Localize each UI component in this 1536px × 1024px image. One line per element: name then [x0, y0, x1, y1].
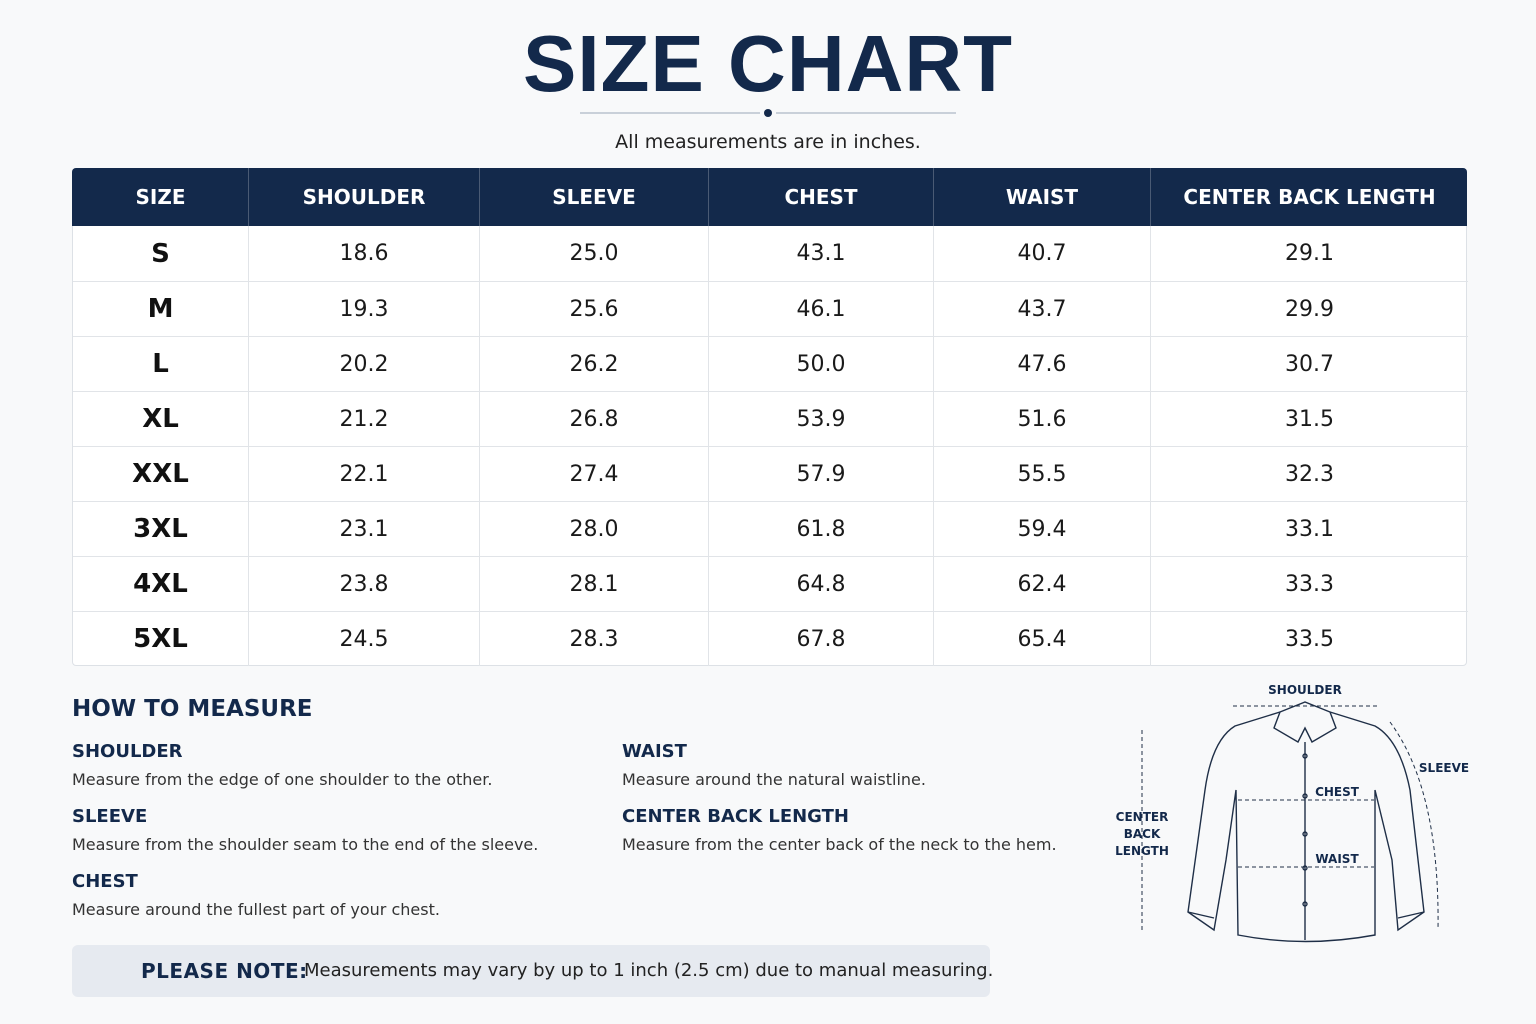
value-cell: 46.1: [708, 281, 933, 336]
section-title: HOW TO MEASURE: [72, 696, 313, 722]
value-cell: 28.3: [479, 611, 708, 666]
value-cell: 20.2: [248, 336, 479, 391]
size-cell: L: [73, 336, 248, 391]
value-cell: 30.7: [1150, 336, 1468, 391]
item-name: CENTER BACK LENGTH: [622, 806, 849, 827]
size-cell: 4XL: [73, 556, 248, 611]
diagram-label: SLEEVE: [1419, 761, 1469, 775]
title: SIZE CHART: [523, 19, 1013, 108]
size-cell: XL: [73, 391, 248, 446]
value-cell: 19.3: [248, 281, 479, 336]
item-text: Measure from the shoulder seam to the en…: [72, 835, 539, 854]
value-cell: 21.2: [248, 391, 479, 446]
value-cell: 25.0: [479, 226, 708, 281]
item-name: SLEEVE: [72, 806, 148, 827]
shirt-diagram: [1187, 701, 1425, 943]
value-cell: 33.3: [1150, 556, 1468, 611]
header-cell: CENTER BACK LENGTH: [1150, 168, 1468, 226]
value-cell: 57.9: [708, 446, 933, 501]
value-cell: 28.0: [479, 501, 708, 556]
measure-lines: [1141, 705, 1439, 932]
item-text: Measure around the natural waistline.: [622, 770, 926, 789]
value-cell: 22.1: [248, 446, 479, 501]
value-cell: 24.5: [248, 611, 479, 666]
value-cell: 25.6: [479, 281, 708, 336]
item-text: Measure from the edge of one shoulder to…: [72, 770, 493, 789]
diagram-label: LENGTH: [1115, 844, 1169, 858]
value-cell: 67.8: [708, 611, 933, 666]
size-cell: 3XL: [73, 501, 248, 556]
value-cell: 40.7: [933, 226, 1150, 281]
divider-dot: [764, 109, 772, 117]
value-cell: 65.4: [933, 611, 1150, 666]
diagram-label: WAIST: [1315, 852, 1359, 866]
value-cell: 51.6: [933, 391, 1150, 446]
subtitle: All measurements are in inches.: [615, 131, 921, 153]
value-cell: 55.5: [933, 446, 1150, 501]
value-cell: 18.6: [248, 226, 479, 281]
value-cell: 61.8: [708, 501, 933, 556]
value-cell: 33.5: [1150, 611, 1468, 666]
value-cell: 50.0: [708, 336, 933, 391]
item-name: CHEST: [72, 871, 138, 892]
value-cell: 53.9: [708, 391, 933, 446]
value-cell: 32.3: [1150, 446, 1468, 501]
header-bg: [72, 168, 1467, 226]
value-cell: 31.5: [1150, 391, 1468, 446]
item-text: Measure around the fullest part of your …: [72, 900, 440, 919]
note-box: [72, 945, 990, 997]
value-cell: 23.1: [248, 501, 479, 556]
value-cell: 43.7: [933, 281, 1150, 336]
header-cell: SLEEVE: [479, 168, 708, 226]
value-cell: 62.4: [933, 556, 1150, 611]
value-cell: 43.1: [708, 226, 933, 281]
value-cell: 23.8: [248, 556, 479, 611]
size-cell: 5XL: [73, 611, 248, 666]
diagram-label: SHOULDER: [1268, 683, 1342, 697]
value-cell: 64.8: [708, 556, 933, 611]
size-table: SIZE SHOULDER SLEEVE CHEST WAIST CENTER BACK …: [72, 168, 1468, 666]
item-text: Measure from the center back of the neck…: [622, 835, 1057, 854]
size-cell: XXL: [73, 446, 248, 501]
note-label: PLEASE NOTE:: [141, 959, 308, 983]
size-cell: M: [73, 281, 248, 336]
header-cell: WAIST: [933, 168, 1150, 226]
value-cell: 27.4: [479, 446, 708, 501]
diagram-label: CHEST: [1315, 785, 1360, 799]
value-cell: 26.8: [479, 391, 708, 446]
note-text: Measurements may vary by up to 1 inch (2…: [304, 960, 994, 981]
size-cell: S: [151, 238, 170, 269]
header-cell: SHOULDER: [248, 168, 479, 226]
value-cell: 59.4: [933, 501, 1150, 556]
value-cell: 33.1: [1150, 501, 1468, 556]
item-name: SHOULDER: [72, 741, 183, 762]
header-cell: CHEST: [708, 168, 933, 226]
value-cell: 29.9: [1150, 281, 1468, 336]
diagram-label: CENTER: [1116, 810, 1169, 824]
value-cell: 47.6: [933, 336, 1150, 391]
value-cell: 26.2: [479, 336, 708, 391]
diagram-label: BACK: [1124, 827, 1161, 841]
header-cell: SIZE: [135, 185, 186, 209]
value-cell: 29.1: [1150, 226, 1468, 281]
value-cell: 28.1: [479, 556, 708, 611]
item-name: WAIST: [622, 741, 687, 762]
